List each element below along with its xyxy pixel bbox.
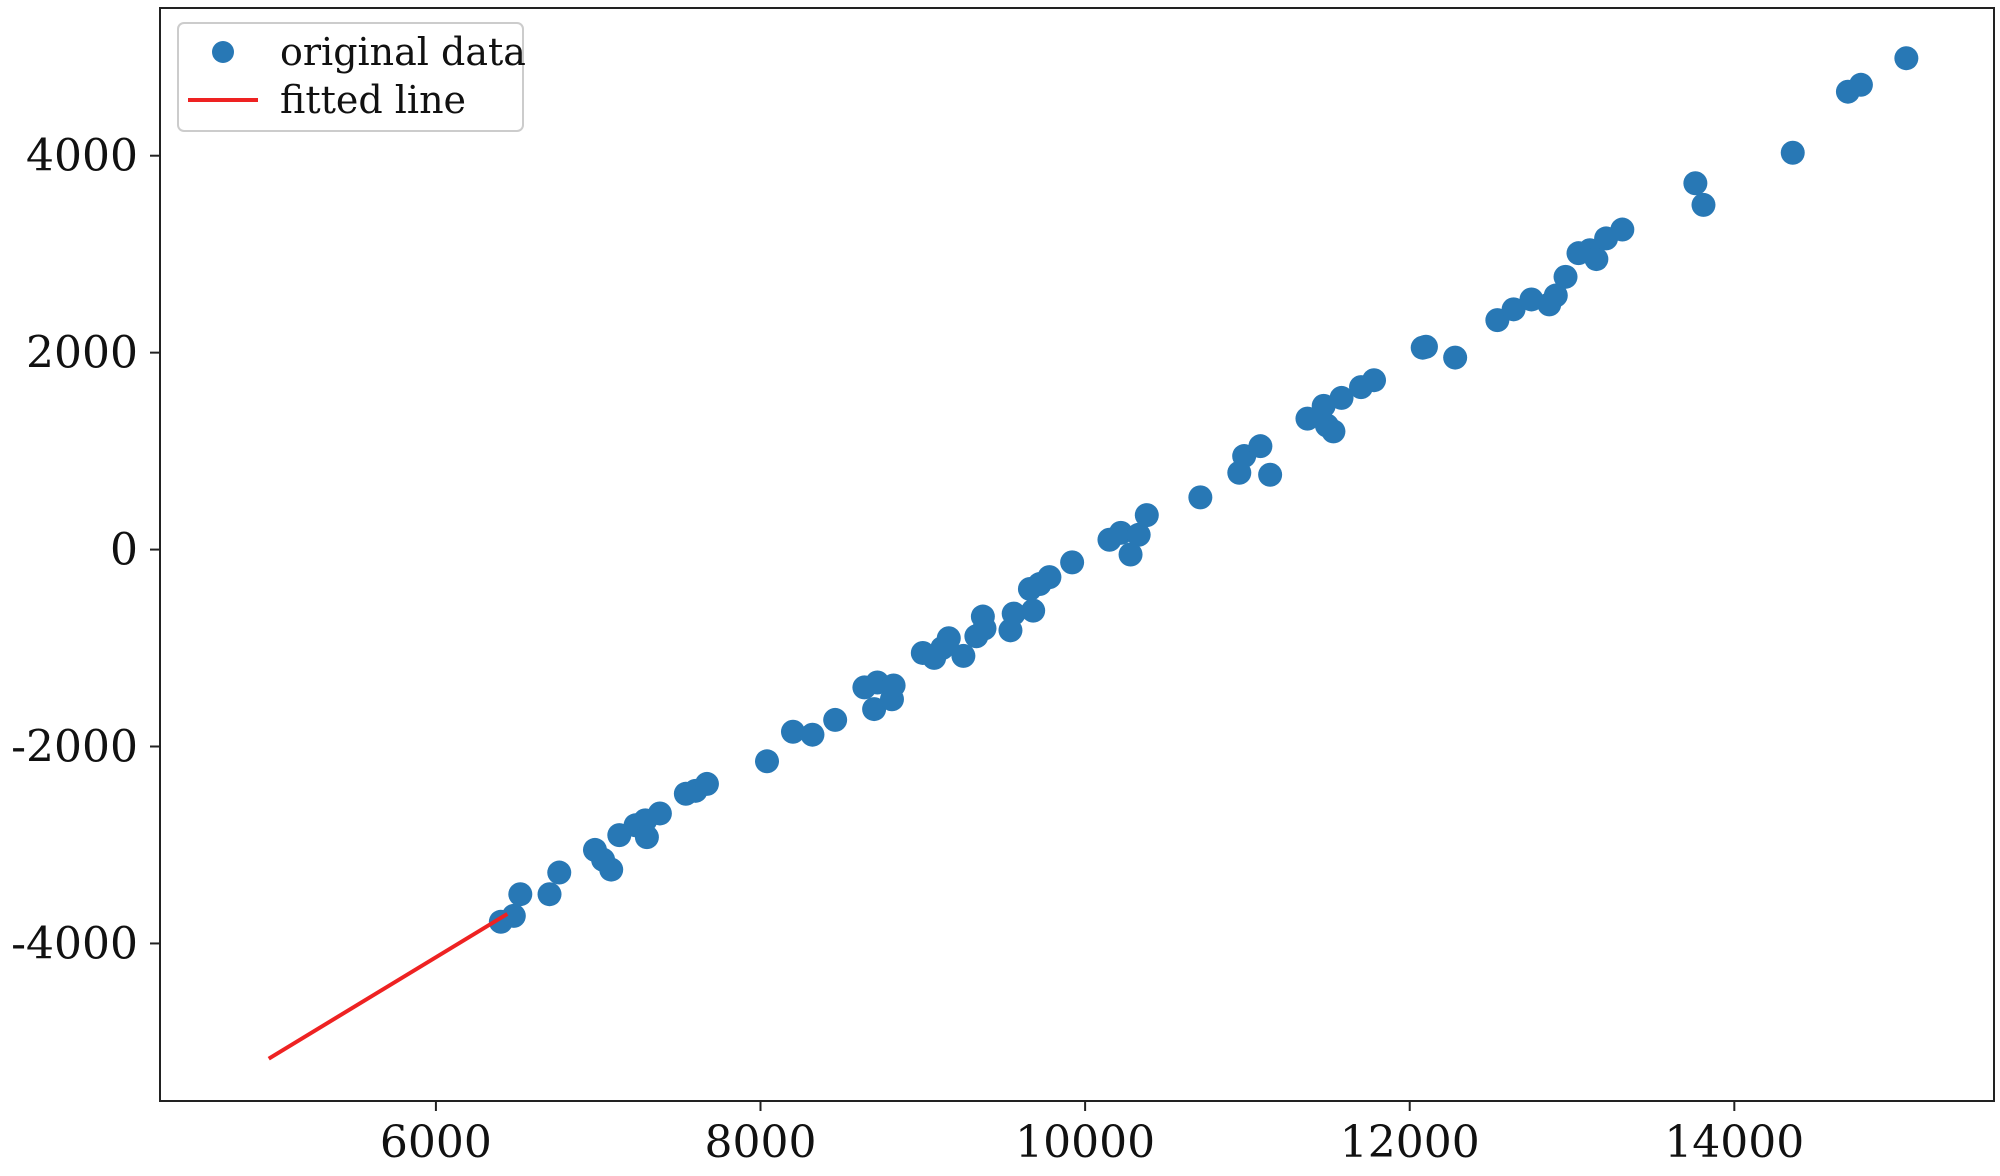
legend-box [177,22,524,132]
data-point [1553,264,1578,289]
y-tick-label: -4000 [11,918,138,969]
legend-label: original data [280,30,526,74]
data-point [599,857,624,882]
data-point [634,825,659,850]
data-point [1188,485,1213,510]
x-tick-label: 8000 [705,1117,817,1168]
legend-label: fitted line [280,78,466,122]
data-point [1126,522,1151,547]
data-point [755,749,780,774]
data-point [936,626,961,651]
plot-frame [159,7,1995,1102]
data-point [1060,550,1085,575]
x-tick-label: 14000 [1664,1117,1804,1168]
data-point [862,697,887,722]
data-point [1295,406,1320,431]
data-point [1848,72,1873,97]
data-point [1584,247,1609,272]
data-point [780,719,805,744]
data-point [1443,345,1468,370]
data-point [1543,283,1568,308]
y-tick-label: 2000 [26,328,138,379]
data-point [1001,601,1026,626]
data-point [547,860,572,885]
fitted-line [267,912,509,1061]
data-point [1321,419,1346,444]
data-point [1248,434,1273,459]
data-point [537,882,562,907]
data-point [1610,217,1635,242]
data-point [972,616,997,641]
data-point [1108,520,1133,545]
x-tick-label: 10000 [1015,1117,1155,1168]
data-point [1037,565,1062,590]
data-point [647,801,672,826]
data-point [1780,140,1805,165]
data-point [1258,462,1283,487]
data-point [1118,542,1143,567]
data-point [951,643,976,668]
data-point [1413,334,1438,359]
data-point [1311,393,1336,418]
data-point [881,673,906,698]
data-point [508,882,533,907]
data-point [823,707,848,732]
y-tick-label: 0 [110,525,138,576]
data-point [1134,503,1159,528]
x-tick-label: 12000 [1340,1117,1480,1168]
data-point [1329,385,1354,410]
y-tick-label: -2000 [11,722,138,773]
data-point [1691,192,1716,217]
data-point [1362,368,1387,393]
data-point [694,771,719,796]
data-point [800,722,825,747]
x-tick-label: 6000 [380,1117,492,1168]
data-point [1021,598,1046,623]
y-tick-label: 4000 [26,131,138,182]
data-point [1501,297,1526,322]
data-point [1894,46,1919,71]
legend-marker-circle [212,41,234,63]
data-point [501,903,526,928]
data-point [1683,171,1708,196]
